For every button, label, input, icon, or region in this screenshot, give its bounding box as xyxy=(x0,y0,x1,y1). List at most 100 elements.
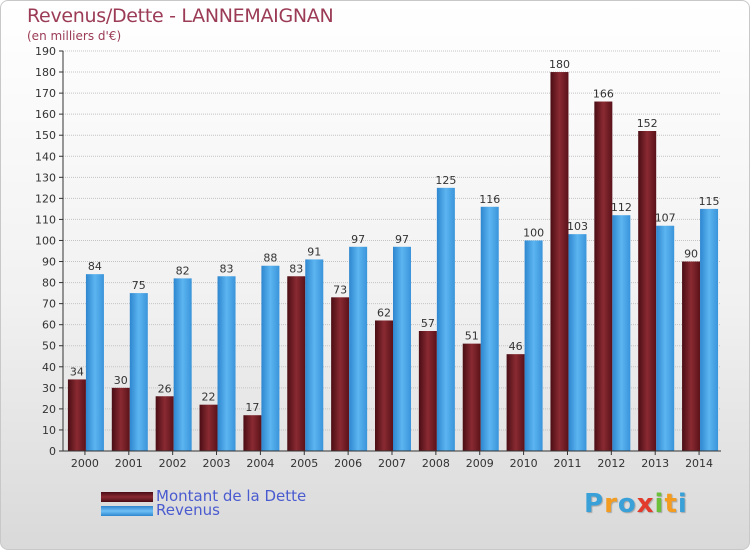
y-tick-label: 20 xyxy=(42,403,56,416)
x-tick-label: 2012 xyxy=(597,457,625,470)
y-tick-label: 160 xyxy=(35,108,56,121)
logo-letter: r xyxy=(604,489,618,519)
x-tick-label: 2011 xyxy=(553,457,581,470)
y-tick-label: 30 xyxy=(42,382,56,395)
data-label: 83 xyxy=(289,262,303,275)
y-tick-label: 110 xyxy=(35,213,56,226)
y-tick-label: 10 xyxy=(42,424,56,437)
bar-dette xyxy=(506,354,525,451)
x-tick-label: 2006 xyxy=(334,457,362,470)
bar-dette xyxy=(550,72,569,451)
data-label: 34 xyxy=(70,365,84,378)
bar-revenus xyxy=(261,265,280,451)
bar-dette xyxy=(682,261,701,451)
data-label: 17 xyxy=(245,401,259,414)
y-tick-label: 90 xyxy=(42,256,56,269)
legend-swatch-dette xyxy=(101,492,153,502)
y-tick-label: 0 xyxy=(49,445,56,458)
logo-letter: P xyxy=(584,489,605,519)
y-tick-label: 180 xyxy=(35,66,56,79)
logo-letter: i xyxy=(677,489,688,519)
bar-dette xyxy=(462,343,481,451)
data-label: 107 xyxy=(655,212,676,225)
y-tick-label: 140 xyxy=(35,150,56,163)
x-tick-label: 2007 xyxy=(378,457,406,470)
legend-swatch-revenus xyxy=(101,506,153,516)
data-label: 166 xyxy=(593,88,614,101)
bar-revenus xyxy=(612,215,631,451)
x-tick-label: 2001 xyxy=(115,457,143,470)
bar-revenus xyxy=(700,208,719,451)
data-label: 82 xyxy=(176,264,190,277)
bar-revenus xyxy=(129,293,148,451)
bar-dette xyxy=(331,297,350,451)
data-label: 26 xyxy=(158,382,172,395)
bar-revenus xyxy=(568,234,587,451)
labels-layer: 34 84 30 75 26 82 22 83 17 88 83 91 73 97 62 97 57 125 51 1… xyxy=(70,58,720,414)
x-tick-label: 2014 xyxy=(685,457,713,470)
x-tick-label: 2009 xyxy=(466,457,494,470)
x-tick-label: 2000 xyxy=(71,457,99,470)
bar-dette xyxy=(67,379,86,451)
data-label: 22 xyxy=(202,391,216,404)
x-tick-label: 2013 xyxy=(641,457,669,470)
data-label: 97 xyxy=(395,233,409,246)
x-tick-label: 2004 xyxy=(246,457,274,470)
data-label: 84 xyxy=(88,260,102,273)
logo-letter: i xyxy=(654,489,665,519)
axes-layer: 0 10 20 30 40 50 60 70 80 90 100 110 120 130 140 150 160… xyxy=(35,45,721,470)
bar-revenus xyxy=(436,187,455,451)
data-label: 73 xyxy=(333,283,347,296)
bar-revenus xyxy=(480,206,499,451)
x-tick-label: 2003 xyxy=(203,457,231,470)
y-tick-label: 80 xyxy=(42,277,56,290)
bar-revenus xyxy=(656,225,675,451)
bar-dette xyxy=(199,404,218,451)
data-label: 91 xyxy=(307,245,321,258)
data-label: 152 xyxy=(637,117,658,130)
data-label: 57 xyxy=(421,317,435,330)
y-tick-label: 150 xyxy=(35,129,56,142)
data-label: 90 xyxy=(684,248,698,261)
logo-letter: x xyxy=(636,489,655,519)
y-tick-label: 130 xyxy=(35,171,56,184)
y-tick-label: 70 xyxy=(42,298,56,311)
y-tick-label: 190 xyxy=(35,45,56,58)
bar-dette xyxy=(638,131,657,451)
bar-dette xyxy=(418,331,437,451)
legend-label-dette: Montant de la Dette xyxy=(156,487,307,505)
y-tick-label: 120 xyxy=(35,192,56,205)
x-tick-label: 2010 xyxy=(510,457,538,470)
legend-label-revenus: Revenus xyxy=(156,501,220,519)
data-label: 51 xyxy=(465,330,479,343)
data-label: 88 xyxy=(263,252,277,265)
x-tick-label: 2008 xyxy=(422,457,450,470)
data-label: 75 xyxy=(132,279,146,292)
bar-dette xyxy=(155,396,174,451)
x-tick-label: 2002 xyxy=(159,457,187,470)
data-label: 62 xyxy=(377,306,391,319)
bar-revenus xyxy=(173,278,192,451)
data-label: 103 xyxy=(567,220,588,233)
bar-revenus xyxy=(85,274,104,451)
y-tick-label: 40 xyxy=(42,361,56,374)
bar-dette xyxy=(375,320,393,451)
bar-dette xyxy=(287,276,306,451)
bar-revenus xyxy=(393,246,411,451)
y-tick-label: 100 xyxy=(35,234,56,247)
y-tick-label: 50 xyxy=(42,340,56,353)
bar-dette xyxy=(243,415,262,451)
data-label: 125 xyxy=(435,174,456,187)
logo-letter: o xyxy=(617,489,637,519)
data-label: 83 xyxy=(220,262,234,275)
data-label: 30 xyxy=(114,374,128,387)
bar-revenus xyxy=(524,240,543,451)
bars-layer xyxy=(67,72,719,452)
data-label: 46 xyxy=(509,340,523,353)
data-label: 180 xyxy=(549,58,570,71)
y-tick-label: 60 xyxy=(42,319,56,332)
x-tick-label: 2005 xyxy=(290,457,318,470)
bar-dette xyxy=(594,101,613,452)
bar-revenus xyxy=(305,259,324,451)
